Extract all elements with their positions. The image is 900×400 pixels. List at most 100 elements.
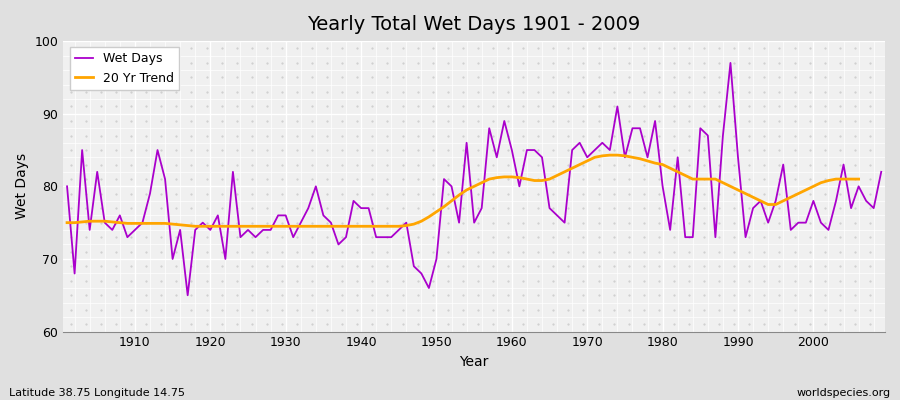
Point	[109, 161, 123, 168]
Point	[305, 234, 320, 240]
Point	[576, 190, 590, 197]
Line: 20 Yr Trend: 20 Yr Trend	[68, 155, 859, 226]
Point	[259, 321, 274, 328]
Point	[305, 161, 320, 168]
Point	[410, 292, 425, 298]
Point	[772, 278, 787, 284]
Point	[365, 306, 380, 313]
Point	[230, 292, 244, 298]
Point	[139, 132, 153, 139]
Point	[486, 147, 500, 153]
Point	[667, 190, 681, 197]
Point	[139, 89, 153, 95]
Point	[109, 278, 123, 284]
Point	[290, 45, 304, 52]
Point	[426, 118, 440, 124]
Point	[199, 234, 213, 240]
Point	[320, 220, 334, 226]
Point	[139, 60, 153, 66]
Point	[395, 263, 410, 270]
Title: Yearly Total Wet Days 1901 - 2009: Yearly Total Wet Days 1901 - 2009	[308, 15, 641, 34]
Point	[94, 118, 108, 124]
Point	[622, 263, 636, 270]
Point	[320, 190, 334, 197]
Point	[817, 161, 832, 168]
Point	[109, 321, 123, 328]
Point	[124, 74, 139, 81]
Point	[772, 306, 787, 313]
Point	[516, 132, 530, 139]
Point	[124, 292, 139, 298]
Point	[697, 45, 711, 52]
Point	[245, 205, 259, 211]
Point	[199, 132, 213, 139]
Point	[471, 74, 485, 81]
Point	[848, 220, 862, 226]
Point	[636, 103, 651, 110]
Point	[486, 292, 500, 298]
Point	[78, 60, 93, 66]
Point	[863, 248, 878, 255]
Point	[772, 292, 787, 298]
Point	[350, 220, 365, 226]
Point	[622, 321, 636, 328]
20 Yr Trend	[536, 178, 547, 183]
Point	[682, 205, 697, 211]
Point	[305, 103, 320, 110]
Point	[546, 103, 561, 110]
Point	[350, 132, 365, 139]
Point	[455, 278, 470, 284]
Point	[184, 74, 199, 81]
Point	[199, 118, 213, 124]
Point	[772, 263, 787, 270]
Point	[712, 132, 726, 139]
Point	[230, 45, 244, 52]
Point	[124, 190, 139, 197]
Point	[516, 234, 530, 240]
Point	[471, 306, 485, 313]
Point	[64, 278, 78, 284]
Point	[154, 147, 168, 153]
Point	[501, 190, 516, 197]
Point	[184, 147, 199, 153]
Point	[501, 103, 516, 110]
Point	[350, 74, 365, 81]
Point	[516, 147, 530, 153]
Point	[757, 103, 771, 110]
Point	[94, 205, 108, 211]
Point	[803, 176, 817, 182]
Point	[441, 190, 455, 197]
Point	[365, 89, 380, 95]
Point	[154, 234, 168, 240]
Point	[757, 205, 771, 211]
Point	[636, 321, 651, 328]
Point	[441, 292, 455, 298]
Point	[667, 321, 681, 328]
Point	[395, 292, 410, 298]
Point	[395, 147, 410, 153]
Point	[562, 321, 576, 328]
Point	[832, 147, 847, 153]
Point	[712, 263, 726, 270]
Point	[184, 248, 199, 255]
Point	[245, 248, 259, 255]
Point	[863, 45, 878, 52]
Point	[381, 161, 395, 168]
Wet Days	[507, 148, 517, 152]
Point	[516, 278, 530, 284]
Point	[712, 248, 726, 255]
Point	[727, 205, 742, 211]
Point	[109, 45, 123, 52]
Point	[199, 263, 213, 270]
Point	[320, 263, 334, 270]
Point	[622, 89, 636, 95]
Point	[667, 161, 681, 168]
Point	[591, 118, 606, 124]
Point	[259, 147, 274, 153]
Point	[516, 263, 530, 270]
Point	[772, 234, 787, 240]
Point	[410, 132, 425, 139]
Point	[94, 132, 108, 139]
Point	[109, 147, 123, 153]
Point	[682, 292, 697, 298]
